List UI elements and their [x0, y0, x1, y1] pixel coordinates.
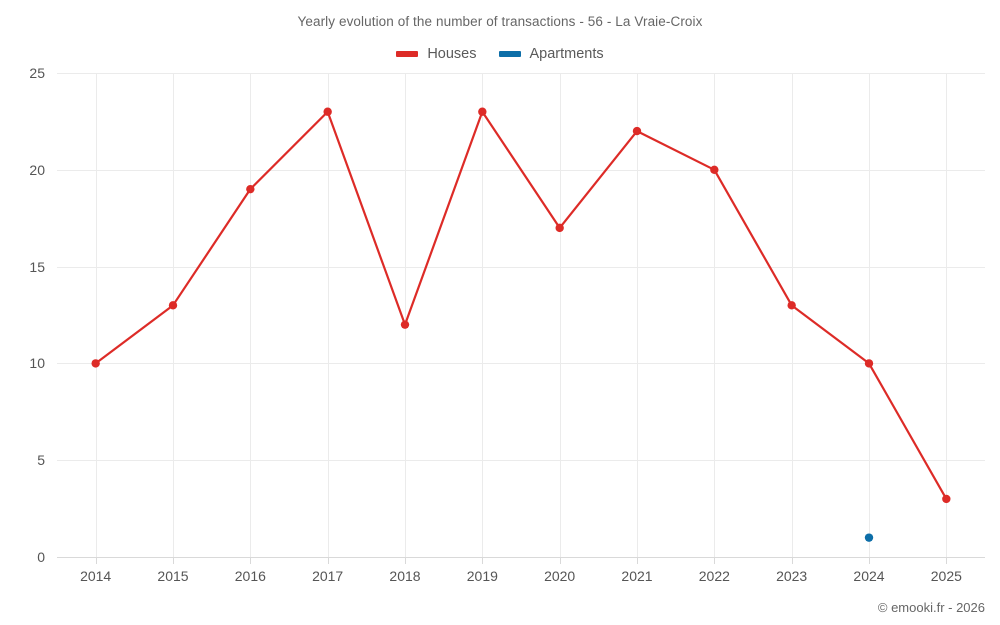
data-point-marker[interactable] [91, 359, 100, 368]
gridline-horizontal [57, 266, 985, 268]
chart-legend: Houses Apartments [0, 46, 1000, 62]
gridline-vertical [327, 73, 329, 557]
x-axis-tick-mark [637, 557, 638, 564]
gridline-vertical [637, 73, 638, 557]
x-axis-tick-mark [869, 557, 870, 564]
gridline-vertical [791, 73, 793, 557]
x-axis-tick-mark [95, 557, 97, 564]
gridline-vertical [250, 73, 252, 557]
x-axis-tick-label: 2025 [930, 568, 962, 584]
y-axis-tick-label: 0 [37, 549, 45, 565]
x-axis-tick-label: 2023 [776, 568, 808, 584]
gridline-horizontal [57, 363, 985, 365]
data-point-marker[interactable] [478, 107, 487, 116]
legend-swatch-icon [498, 51, 521, 57]
x-axis-tick-label: 2021 [621, 568, 653, 584]
x-axis-tick-label: 2024 [853, 568, 885, 584]
data-point-marker[interactable] [787, 301, 796, 310]
data-point-marker[interactable] [942, 494, 951, 504]
x-axis-tick-mark [946, 557, 948, 564]
legend-label: Apartments [529, 46, 604, 62]
gridline-vertical [482, 73, 484, 557]
footer-credit: © emooki.fr - 2026 [877, 600, 985, 615]
x-axis-tick-mark [327, 557, 329, 564]
gridline-vertical [173, 73, 174, 557]
legend-item-apartments[interactable]: Apartments [498, 46, 604, 62]
data-point-marker[interactable] [864, 359, 874, 368]
gridline-vertical [95, 73, 97, 557]
y-axis-tick-label: 20 [29, 161, 45, 178]
chart-title: Yearly evolution of the number of transa… [297, 14, 703, 29]
data-point-marker[interactable] [246, 184, 255, 194]
series-layer [91, 107, 951, 542]
x-axis-tick-mark [482, 557, 484, 564]
gridline-vertical [405, 73, 406, 557]
y-axis-tick-label: 10 [29, 355, 45, 372]
x-axis-tick-label: 2018 [389, 568, 421, 584]
x-axis-tick-mark [250, 557, 252, 564]
data-point-marker[interactable] [168, 301, 178, 310]
x-axis-tick-mark [791, 557, 793, 564]
x-axis-tick-mark [714, 557, 716, 564]
series-line-houses [94, 110, 948, 501]
y-axis-tick-label: 25 [29, 65, 45, 81]
y-axis-tick-label: 5 [37, 452, 45, 469]
plot-area [57, 73, 985, 558]
legend-label: Houses [427, 46, 477, 62]
x-axis-tick-label: 2020 [544, 568, 576, 584]
legend-swatch-icon [396, 51, 419, 57]
x-axis-tick-mark [173, 557, 174, 564]
gridline-vertical [714, 73, 716, 557]
data-point-marker[interactable] [323, 107, 332, 116]
gridline-vertical [869, 73, 870, 557]
x-axis-tick-label: 2014 [80, 568, 112, 584]
gridline-horizontal [57, 460, 985, 462]
gridline-vertical [559, 73, 561, 557]
x-axis-tick-mark [405, 557, 406, 564]
legend-item-houses[interactable]: Houses [396, 46, 477, 62]
data-point-marker[interactable] [400, 320, 410, 329]
y-axis-tick-labels: 0 5 10 15 20 25 [0, 0, 45, 625]
data-point-marker[interactable] [555, 223, 564, 233]
x-axis-tick-label: 2019 [466, 568, 498, 584]
data-point-marker[interactable] [632, 126, 642, 136]
data-point-marker[interactable] [710, 165, 719, 174]
x-axis-tick-label: 2017 [312, 568, 344, 584]
x-axis-tick-mark [559, 557, 561, 564]
data-point-marker[interactable] [864, 533, 874, 542]
x-axis-tick-label: 2015 [157, 568, 189, 584]
x-axis-line [57, 557, 985, 558]
x-axis-tick-label: 2022 [698, 568, 730, 584]
x-axis-tick-label: 2016 [234, 568, 266, 584]
gridline-horizontal [57, 73, 985, 74]
y-axis-tick-label: 15 [29, 258, 45, 275]
gridline-vertical [946, 73, 948, 557]
